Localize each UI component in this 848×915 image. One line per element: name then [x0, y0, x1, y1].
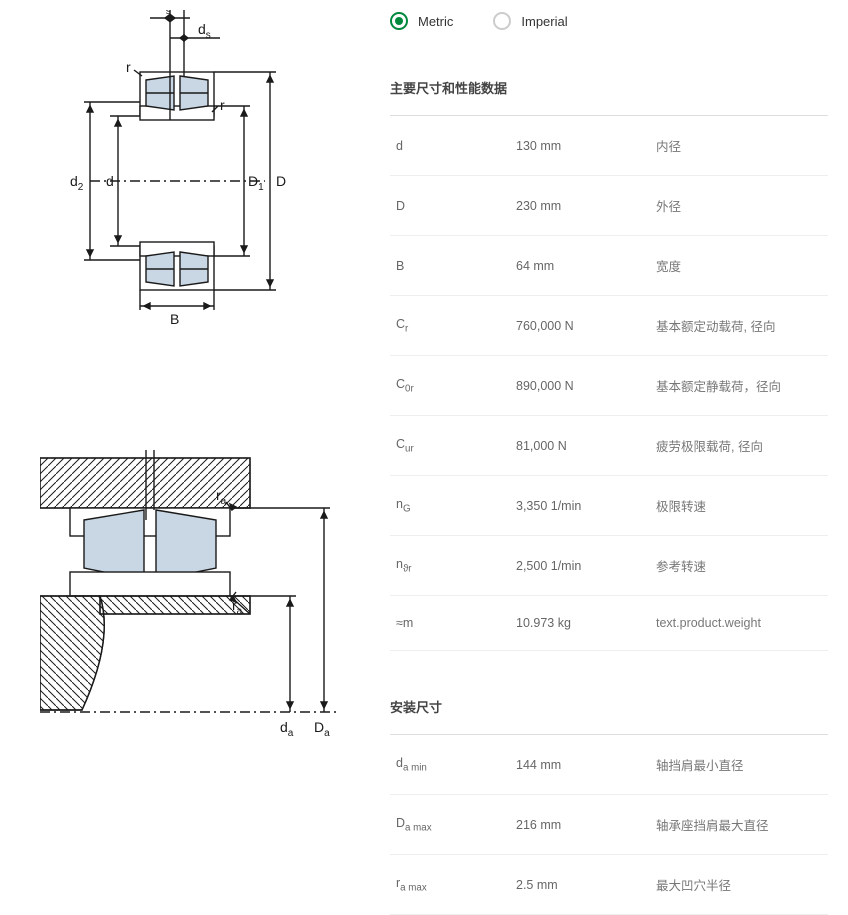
spec-description: 疲劳极限载荷, 径向	[650, 416, 828, 476]
spec-description: text.product.weight	[650, 596, 828, 651]
spec-symbol: C0r	[390, 356, 510, 416]
label-D: D	[276, 173, 286, 189]
spec-table-main: d130 mm内径D230 mm外径B64 mm宽度Cr760,000 N基本额…	[390, 116, 828, 651]
table-row: ra max2.5 mm最大凹穴半径	[390, 855, 828, 915]
spec-value: 10.973 kg	[510, 596, 650, 651]
table-row: da min144 mm轴挡肩最小直径	[390, 735, 828, 795]
table-row: d130 mm内径	[390, 116, 828, 176]
section-title-main: 主要尺寸和性能数据	[390, 60, 828, 115]
spec-symbol: B	[390, 236, 510, 296]
table-row: Da max216 mm轴承座挡肩最大直径	[390, 795, 828, 855]
label-B: B	[170, 311, 179, 327]
table-row: Cur81,000 N疲劳极限载荷, 径向	[390, 416, 828, 476]
spec-description: 参考转速	[650, 536, 828, 596]
spec-symbol: Da max	[390, 795, 510, 855]
spec-symbol: D	[390, 176, 510, 236]
spec-description: 轴挡肩最小直径	[650, 735, 828, 795]
spec-value: 2.5 mm	[510, 855, 650, 915]
table-row: D230 mm外径	[390, 176, 828, 236]
radio-metric[interactable]: Metric	[390, 12, 453, 30]
radio-dot-icon	[390, 12, 408, 30]
radio-imperial[interactable]: Imperial	[493, 12, 567, 30]
spec-description: 轴承座挡肩最大直径	[650, 795, 828, 855]
spec-value: 144 mm	[510, 735, 650, 795]
spec-table-mounting: da min144 mm轴挡肩最小直径Da max216 mm轴承座挡肩最大直径…	[390, 735, 828, 915]
spec-symbol: d	[390, 116, 510, 176]
radio-metric-label: Metric	[418, 14, 453, 29]
spec-symbol: Cur	[390, 416, 510, 476]
label-ns: ns	[158, 10, 171, 17]
label-d: d	[106, 173, 114, 189]
spec-value: 230 mm	[510, 176, 650, 236]
diagram-mounting-detail: ra ra Da da	[40, 450, 380, 750]
spec-symbol: Cr	[390, 296, 510, 356]
radio-dot-icon	[493, 12, 511, 30]
table-row: nG3,350 1/min极限转速	[390, 476, 828, 536]
spec-description: 内径	[650, 116, 828, 176]
section-title-mounting: 安装尺寸	[390, 679, 828, 734]
spec-symbol: nϑr	[390, 536, 510, 596]
spec-value: 890,000 N	[510, 356, 650, 416]
table-row: Cr760,000 N基本额定动载荷, 径向	[390, 296, 828, 356]
spec-symbol: ra max	[390, 855, 510, 915]
spec-value: 64 mm	[510, 236, 650, 296]
label-da: da	[280, 719, 294, 739]
radio-imperial-label: Imperial	[521, 14, 567, 29]
spec-value: 3,350 1/min	[510, 476, 650, 536]
label-D1: D1	[248, 173, 264, 193]
label-Da: Da	[314, 719, 330, 739]
label-d2: d2	[70, 173, 84, 193]
spec-value: 216 mm	[510, 795, 650, 855]
spec-value: 2,500 1/min	[510, 536, 650, 596]
table-row: C0r890,000 N基本额定静载荷，径向	[390, 356, 828, 416]
spec-description: 外径	[650, 176, 828, 236]
spec-description: 基本额定动载荷, 径向	[650, 296, 828, 356]
spec-description: 宽度	[650, 236, 828, 296]
label-r-top-left: r	[126, 59, 131, 75]
table-row: nϑr2,500 1/min参考转速	[390, 536, 828, 596]
spec-symbol: da min	[390, 735, 510, 795]
table-row: ≈m10.973 kgtext.product.weight	[390, 596, 828, 651]
spec-column: Metric Imperial 主要尺寸和性能数据 d130 mm内径D230 …	[380, 0, 848, 915]
spec-symbol: ≈m	[390, 596, 510, 651]
spec-symbol: nG	[390, 476, 510, 536]
spec-description: 极限转速	[650, 476, 828, 536]
spec-value: 760,000 N	[510, 296, 650, 356]
label-r-top-right: r	[220, 97, 225, 113]
unit-selector: Metric Imperial	[390, 0, 828, 60]
table-row: B64 mm宽度	[390, 236, 828, 296]
diagram-column: ns ds	[0, 0, 380, 915]
diagram-bearing-cross-section: ns ds	[40, 10, 380, 330]
spec-description: 基本额定静载荷，径向	[650, 356, 828, 416]
spec-value: 81,000 N	[510, 416, 650, 476]
spec-description: 最大凹穴半径	[650, 855, 828, 915]
spec-value: 130 mm	[510, 116, 650, 176]
